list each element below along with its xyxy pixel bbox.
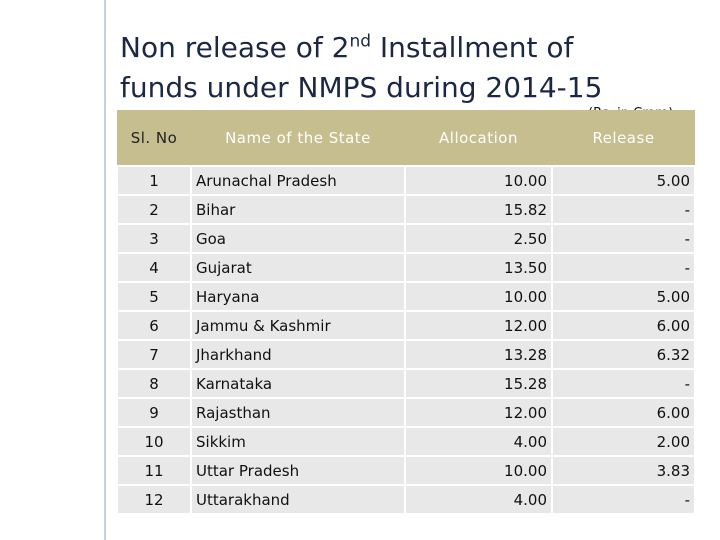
title-text: Non release of 2	[120, 31, 350, 64]
table-cell: Gujarat	[190, 252, 406, 283]
table-cell: 4	[116, 252, 192, 283]
table-row: 9 Rajasthan 12.00 6.00	[116, 397, 696, 428]
table-cell: Haryana	[190, 281, 406, 312]
table-cell: 3	[116, 223, 192, 254]
title-text: Installment of	[371, 31, 574, 64]
table-cell: 6.32	[551, 339, 696, 370]
table-cell: 12.00	[404, 397, 553, 428]
table-cell: 13.50	[404, 252, 553, 283]
table-row: 11 Uttar Pradesh 10.00 3.83	[116, 455, 696, 486]
table-cell: 15.28	[404, 368, 553, 399]
table-cell: Uttar Pradesh	[190, 455, 406, 486]
table-cell: 7	[116, 339, 192, 370]
table-row: 2 Bihar 15.82-	[116, 194, 696, 225]
table-cell: 6.00	[551, 397, 696, 428]
table-cell: 13.28	[404, 339, 553, 370]
table-body: 1 Arunachal Pradesh 10.00 5.00 2 Bihar 15.82-3…	[116, 165, 696, 515]
table-cell: Rajasthan	[190, 397, 406, 428]
table-cell: 12.00	[404, 310, 553, 341]
column-header: Name of the State	[191, 110, 405, 166]
table-cell: 4.00	[404, 426, 553, 457]
column-header: Release	[552, 110, 695, 166]
table-row: 4 Gujarat 13.50-	[116, 252, 696, 283]
table-cell: -	[551, 194, 696, 225]
table-cell: 10	[116, 426, 192, 457]
table-cell: Karnataka	[190, 368, 406, 399]
table-cell: 15.82	[404, 194, 553, 225]
table-cell: 5	[116, 281, 192, 312]
table-cell: 9	[116, 397, 192, 428]
table-row: 7 Jharkhand 13.28 6.32	[116, 339, 696, 370]
table-cell: Arunachal Pradesh	[190, 165, 406, 196]
table-cell: Jharkhand	[190, 339, 406, 370]
table-cell: 4.00	[404, 484, 553, 515]
table-row: 3 Goa 2.50-	[116, 223, 696, 254]
table-cell: -	[551, 368, 696, 399]
table-cell: 5.00	[551, 165, 696, 196]
table-cell: 3.83	[551, 455, 696, 486]
table-cell: 10.00	[404, 165, 553, 196]
table-row: 6 Jammu & Kashmir 12.00 6.00	[116, 310, 696, 341]
column-header: Sl. No	[117, 110, 191, 166]
table-cell: 5.00	[551, 281, 696, 312]
table-cell: -	[551, 484, 696, 515]
table-cell: -	[551, 252, 696, 283]
table-cell: Bihar	[190, 194, 406, 225]
table-cell: 2.00	[551, 426, 696, 457]
table-cell: Jammu & Kashmir	[190, 310, 406, 341]
table-cell: 8	[116, 368, 192, 399]
header-row: Sl. No Name of the State Allocation Release	[117, 110, 695, 166]
table-cell: 6	[116, 310, 192, 341]
table-row: 10 Sikkim 4.00 2.00	[116, 426, 696, 457]
table-row: 1 Arunachal Pradesh 10.00 5.00	[116, 165, 696, 196]
table-cell: 12	[116, 484, 192, 515]
table-cell: 2.50	[404, 223, 553, 254]
table-cell: 10.00	[404, 281, 553, 312]
side-rule	[104, 0, 106, 540]
table: Sl. No Name of the State Allocation Release…	[116, 110, 696, 515]
table-row: 12 Uttarakhand 4.00-	[116, 484, 696, 515]
title-text: funds under NMPS during 2014-15	[120, 71, 603, 104]
table-cell: 1	[116, 165, 192, 196]
table-row: 8 Karnataka 15.28-	[116, 368, 696, 399]
table-cell: 10.00	[404, 455, 553, 486]
column-header: Allocation	[405, 110, 552, 166]
table-cell: -	[551, 223, 696, 254]
table-cell: Sikkim	[190, 426, 406, 457]
table-cell: 6.00	[551, 310, 696, 341]
table-cell: Uttarakhand	[190, 484, 406, 515]
table-cell: Goa	[190, 223, 406, 254]
title: Non release of 2nd Installment of funds u…	[120, 28, 602, 108]
table-cell: 2	[116, 194, 192, 225]
table-cell: 11	[116, 455, 192, 486]
table-row: 5 Haryana 10.00 5.00	[116, 281, 696, 312]
title-sup: nd	[349, 31, 372, 52]
